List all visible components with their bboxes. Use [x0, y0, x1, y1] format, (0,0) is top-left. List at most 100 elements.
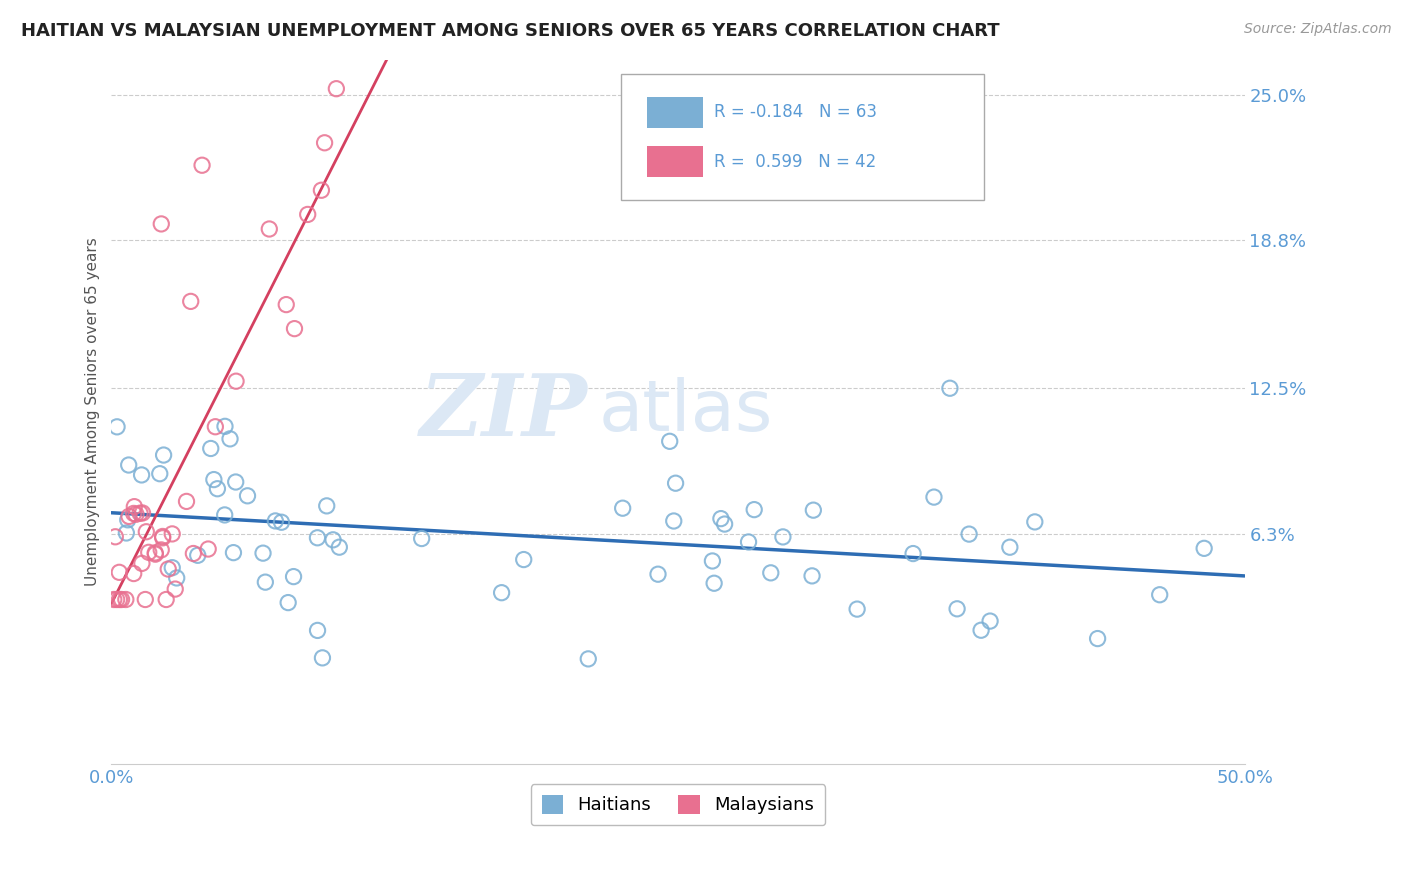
Point — [150, 542, 173, 557]
Point — [152, 529, 174, 543]
Point — [1192, 541, 1215, 556]
Point — [204, 419, 226, 434]
Point — [311, 183, 333, 197]
Point — [110, 592, 132, 607]
Text: HAITIAN VS MALAYSIAN UNEMPLOYMENT AMONG SENIORS OVER 65 YEARS CORRELATION CHART: HAITIAN VS MALAYSIAN UNEMPLOYMENT AMONG … — [21, 22, 1000, 40]
FancyBboxPatch shape — [647, 146, 703, 178]
Point — [998, 540, 1021, 554]
Point — [1087, 632, 1109, 646]
Point — [612, 501, 634, 516]
Point — [737, 535, 759, 549]
Point — [117, 513, 139, 527]
Point — [222, 546, 245, 560]
Point — [297, 207, 319, 221]
Point — [713, 517, 735, 532]
Point — [703, 576, 725, 591]
Point — [922, 490, 945, 504]
Point — [576, 652, 599, 666]
FancyBboxPatch shape — [647, 97, 703, 128]
Point — [157, 562, 180, 576]
Point — [183, 547, 205, 561]
Point — [105, 420, 128, 434]
Point — [131, 506, 153, 520]
Point — [512, 552, 534, 566]
Point — [122, 507, 145, 521]
Point — [665, 476, 688, 491]
Point — [103, 592, 125, 607]
Point — [270, 515, 292, 529]
Point — [276, 297, 298, 311]
Point — [225, 475, 247, 489]
Point — [166, 571, 188, 585]
Point — [772, 530, 794, 544]
Point — [104, 530, 127, 544]
Point — [207, 482, 229, 496]
Point — [118, 458, 141, 472]
Point — [138, 545, 160, 559]
Point — [254, 575, 277, 590]
Point — [662, 514, 685, 528]
Point — [152, 531, 174, 545]
Point — [658, 434, 681, 449]
Point — [191, 158, 214, 172]
Point — [160, 527, 183, 541]
Point — [264, 514, 287, 528]
Text: ZIP: ZIP — [419, 370, 588, 453]
Point — [135, 524, 157, 539]
Point — [1149, 588, 1171, 602]
Point — [187, 549, 209, 563]
Point — [114, 592, 136, 607]
Point — [702, 554, 724, 568]
Point — [315, 499, 337, 513]
Point — [801, 569, 824, 583]
Point — [202, 473, 225, 487]
Point — [491, 585, 513, 599]
Point — [200, 442, 222, 456]
Point — [1024, 515, 1046, 529]
Point — [277, 596, 299, 610]
Point — [325, 81, 347, 95]
Point — [846, 602, 869, 616]
Point — [197, 541, 219, 556]
Point — [252, 546, 274, 560]
Point — [129, 506, 152, 520]
Point — [214, 419, 236, 434]
Point — [283, 569, 305, 583]
Point — [131, 467, 153, 482]
Point — [311, 651, 333, 665]
Point — [283, 321, 305, 335]
Point — [328, 540, 350, 554]
Point — [124, 500, 146, 514]
Point — [710, 511, 733, 525]
Point — [957, 527, 980, 541]
Point — [946, 602, 969, 616]
Point — [134, 592, 156, 607]
Point — [131, 557, 153, 571]
Point — [162, 560, 184, 574]
Point — [759, 566, 782, 580]
Point — [143, 547, 166, 561]
Point — [801, 503, 824, 517]
Point — [180, 294, 202, 309]
Point — [314, 136, 336, 150]
Point — [152, 448, 174, 462]
Point — [214, 508, 236, 522]
Point — [143, 546, 166, 560]
Legend: Haitians, Malaysians: Haitians, Malaysians — [530, 784, 825, 825]
Point — [122, 566, 145, 581]
Text: Source: ZipAtlas.com: Source: ZipAtlas.com — [1244, 22, 1392, 37]
Text: atlas: atlas — [599, 377, 773, 446]
Point — [939, 381, 962, 395]
Point — [176, 494, 198, 508]
Point — [307, 624, 329, 638]
Point — [225, 374, 247, 388]
Text: R = -0.184   N = 63: R = -0.184 N = 63 — [714, 103, 877, 121]
Point — [150, 217, 173, 231]
Point — [155, 592, 177, 607]
Point — [108, 566, 131, 580]
Point — [322, 533, 344, 547]
Point — [979, 614, 1001, 628]
FancyBboxPatch shape — [621, 74, 984, 201]
Point — [105, 592, 128, 607]
Point — [115, 526, 138, 541]
